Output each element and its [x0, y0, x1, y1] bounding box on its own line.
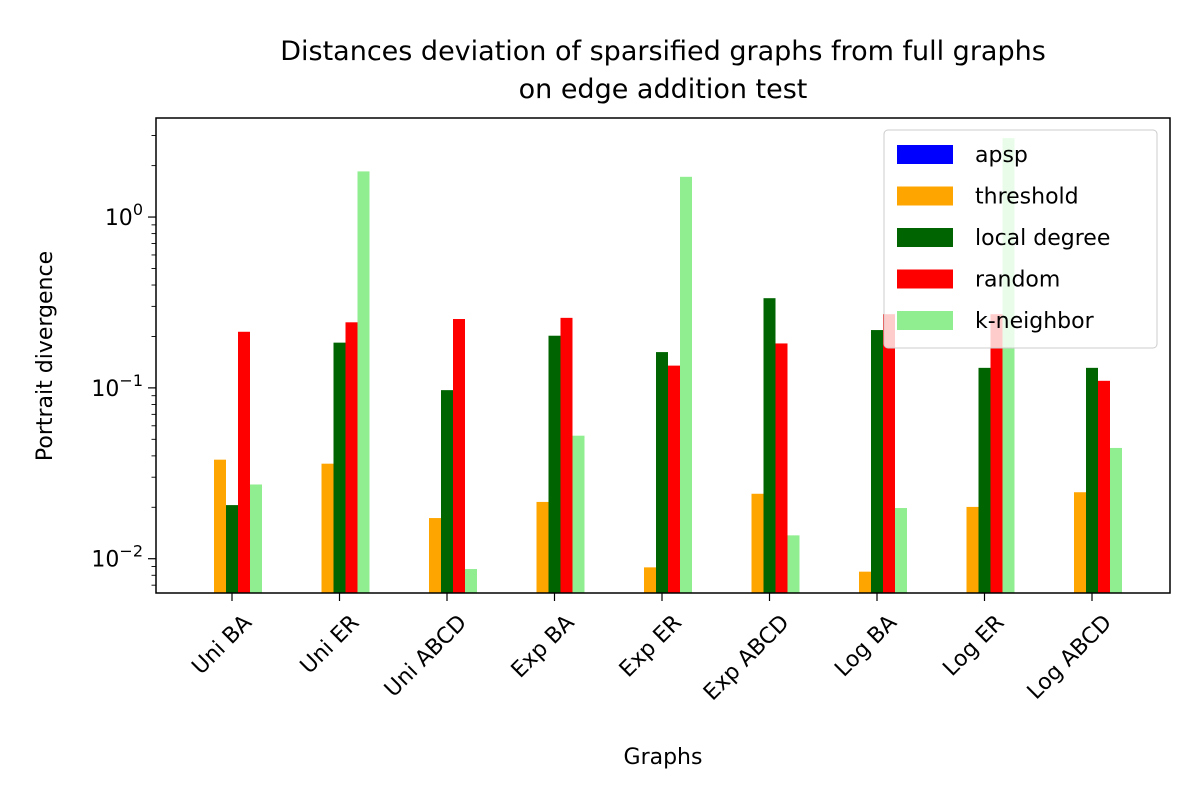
bar-random-exp-ba	[560, 317, 573, 593]
bar-local-degree-uni-ba	[226, 505, 238, 593]
x-axis-label: Graphs	[624, 745, 703, 770]
bar-local-degree-exp-abcd	[763, 298, 776, 593]
bar-local-degree-exp-er	[656, 352, 668, 593]
bar-local-degree-log-ba	[871, 330, 883, 593]
legend-swatch-random	[897, 269, 953, 289]
bar-threshold-log-ba	[859, 571, 871, 593]
bar-random-log-er	[990, 314, 1003, 593]
y-tick-label: 10−1	[91, 371, 143, 402]
bar-threshold-log-er	[966, 506, 979, 593]
bar-threshold-uni-ba	[214, 459, 226, 593]
plot-frame	[155, 117, 1171, 594]
bar-local-degree-log-abcd	[1086, 367, 1098, 593]
bar-k-neighbor-log-ba	[895, 508, 907, 593]
bar-random-log-abcd	[1098, 380, 1110, 593]
bar-threshold-exp-er	[644, 567, 656, 593]
bar-k-neighbor-exp-abcd	[787, 535, 800, 593]
legend-swatch-apsp	[897, 145, 953, 164]
legend-swatch-threshold	[897, 186, 953, 206]
legend-label-local-degree: local degree	[975, 226, 1110, 251]
bar-threshold-uni-abcd	[429, 518, 441, 593]
bar-threshold-exp-abcd	[751, 493, 764, 593]
bar-k-neighbor-uni-ba	[250, 484, 262, 593]
bar-k-neighbor-exp-er	[680, 176, 692, 593]
bar-random-exp-er	[668, 365, 680, 593]
legend-frame	[883, 129, 1158, 349]
legend-swatch-k-neighbor	[897, 311, 953, 330]
bar-threshold-exp-ba	[536, 501, 549, 593]
legend: apsp threshold local degree random k-neighbo…	[883, 129, 1158, 349]
y-tick-label: 100	[105, 200, 143, 231]
chart-title-line-1: Distances deviation of sparsified graphs…	[280, 36, 1046, 67]
bar-random-uni-er	[345, 322, 358, 593]
bar-random-uni-ba	[238, 331, 250, 593]
bar-random-exp-abcd	[775, 343, 788, 593]
y-axis-ticks: 10−2 10−1 100	[91, 135, 156, 586]
bar-local-degree-log-er	[978, 367, 991, 593]
bar-threshold-log-abcd	[1074, 492, 1086, 593]
y-axis-label: Portrait divergence	[33, 251, 58, 461]
bars-group	[214, 138, 1122, 594]
bar-threshold-uni-er	[321, 463, 334, 593]
bar-k-neighbor-uni-er	[357, 171, 370, 593]
bar-random-log-ba	[883, 314, 895, 593]
chart-title-line-2: on edge addition test	[519, 74, 808, 105]
bar-random-uni-abcd	[453, 319, 465, 593]
bar-local-degree-uni-abcd	[441, 390, 453, 593]
legend-swatch-local-degree	[897, 228, 953, 247]
bar-local-degree-uni-er	[333, 342, 346, 593]
legend-label-threshold: threshold	[975, 185, 1079, 210]
legend-label-k-neighbor: k-neighbor	[975, 309, 1095, 334]
bar-k-neighbor-uni-abcd	[465, 569, 477, 593]
legend-label-apsp: apsp	[975, 143, 1028, 168]
legend-label-random: random	[975, 268, 1060, 293]
bar-k-neighbor-exp-ba	[572, 435, 585, 593]
y-tick-label: 10−2	[91, 542, 143, 573]
bar-k-neighbor-log-abcd	[1110, 447, 1122, 593]
bar-local-degree-exp-ba	[548, 335, 561, 593]
